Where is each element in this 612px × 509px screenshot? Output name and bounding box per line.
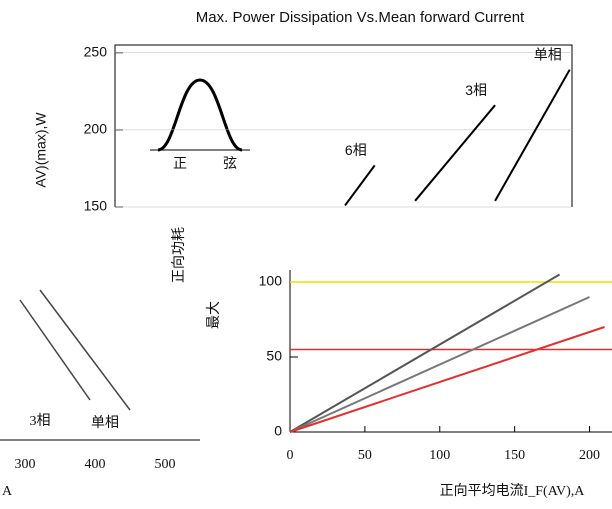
x-tick-label: 50 [358,448,372,463]
series-label: 3相 [465,82,487,98]
x-tick-label: 200 [579,448,600,463]
y-tick-label: 0 [274,423,282,439]
series-line [344,164,376,207]
y-tick-label: 200 [84,121,108,137]
x-tick-label: 0 [287,448,294,463]
series-label: 6相 [345,142,367,158]
series-line [414,104,496,202]
y-tick-label: 250 [84,43,108,59]
plot-frame [114,44,573,207]
fragment-line [39,289,131,411]
series-line [289,326,605,433]
inset-label: 正 [173,157,187,172]
x-axis-unit: A [2,484,13,499]
y-axis-label: AV)(max),W [33,112,49,188]
fragment-line [19,299,91,401]
series-label: 单相 [91,415,119,431]
y-axis-label: 正向功耗 [171,227,187,283]
series-line [289,273,561,433]
y-tick-label: 150 [84,198,108,214]
sine-icon [157,78,243,152]
inset-label: 弦 [223,156,237,172]
x-tick-label: 100 [429,448,450,463]
series-line [494,69,571,202]
chart-title: Max. Power Dissipation Vs.Mean forward C… [196,9,525,26]
x-tick-label: 300 [15,457,36,472]
x-tick-label: 400 [85,457,106,472]
y-tick-label: 100 [259,273,283,289]
series-label: 单相 [534,46,562,62]
y-axis-label: 最大 [206,301,222,329]
series-line [289,296,590,433]
x-axis-label: 正向平均电流I_F(AV),A [440,483,586,499]
x-tick-label: 150 [504,448,525,463]
series-label: 3相 [30,413,51,429]
y-tick-label: 50 [266,348,282,364]
x-tick-label: 500 [155,457,176,472]
